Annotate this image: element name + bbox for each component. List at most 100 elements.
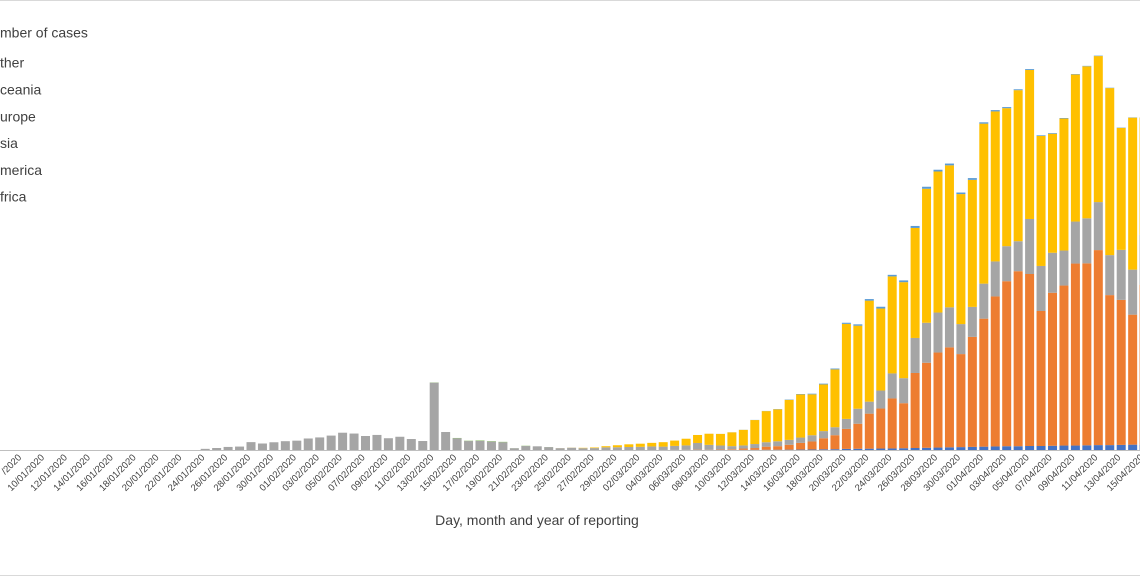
bar-segment xyxy=(990,110,1000,112)
bar-segment xyxy=(979,318,989,447)
bar-segment xyxy=(1105,255,1115,296)
bar-segment xyxy=(1002,246,1012,282)
bar-segment xyxy=(1002,446,1012,450)
bar-segment xyxy=(1059,285,1069,446)
bar-segment xyxy=(922,447,932,450)
bar-segment xyxy=(819,383,828,385)
bar-segment xyxy=(738,445,748,449)
bar-segment xyxy=(933,171,943,313)
bar-segment xyxy=(590,448,599,450)
bar-segment xyxy=(567,447,577,450)
bar-segment xyxy=(670,445,680,450)
bar-segment xyxy=(979,446,989,450)
bar-segment xyxy=(372,434,382,450)
bar-segment xyxy=(544,447,554,450)
bar-segment xyxy=(1116,444,1126,450)
bar-segment xyxy=(1048,133,1057,134)
bar-segment xyxy=(819,431,828,439)
bar-segment xyxy=(418,441,428,450)
bar-segment xyxy=(521,446,531,450)
bar-segment xyxy=(1093,202,1103,251)
bar-segment xyxy=(876,408,886,449)
bar-segment xyxy=(1025,274,1035,446)
bar-segment xyxy=(922,188,932,323)
bar-segment xyxy=(796,394,806,438)
bar-segment xyxy=(1128,314,1138,445)
bar-segment xyxy=(807,393,817,395)
legend-label: ceania xyxy=(0,82,41,98)
bar-segment xyxy=(922,362,932,448)
bar-segment xyxy=(1036,135,1046,136)
bar-segment xyxy=(406,439,416,450)
bar-segment xyxy=(853,324,863,326)
bar-segment xyxy=(876,448,886,450)
bar-segment xyxy=(910,227,920,338)
bar-segment xyxy=(933,447,943,450)
bar-segment xyxy=(841,448,851,450)
bar-segment xyxy=(864,448,874,450)
bar-segment xyxy=(864,300,874,402)
bar-segment xyxy=(704,444,714,450)
bar-segment xyxy=(956,192,966,195)
bar-segment xyxy=(784,444,794,450)
bar-segment xyxy=(887,448,897,450)
bar-segment xyxy=(738,429,748,446)
bar-segment xyxy=(1070,263,1080,446)
bar-segment xyxy=(899,448,909,450)
bar-segment xyxy=(944,447,954,450)
bar-segment xyxy=(429,382,439,450)
bar-segment xyxy=(1059,118,1069,119)
bar-segment xyxy=(1025,69,1035,70)
bar-segment xyxy=(715,433,725,446)
legend-label: merica xyxy=(0,162,42,178)
bar-segment xyxy=(773,446,783,450)
bar-segment xyxy=(944,163,954,166)
bar-segment xyxy=(761,442,771,447)
bar-segment xyxy=(887,398,897,449)
legend-label: frica xyxy=(0,189,27,205)
bar-segment xyxy=(1105,445,1115,450)
bar-segment xyxy=(910,337,920,373)
bar-segment xyxy=(979,123,989,284)
bar-segment xyxy=(979,283,989,319)
bar-segment xyxy=(887,274,897,277)
bar-segment xyxy=(830,368,840,370)
bar-segment xyxy=(750,448,760,450)
bar-segment xyxy=(658,442,668,447)
legend-title: mber of cases xyxy=(0,25,88,41)
bar-segment xyxy=(1093,250,1103,446)
bar-segment xyxy=(1013,90,1023,242)
bar-segment xyxy=(864,401,874,414)
bar-segment xyxy=(784,439,794,445)
bar-segment xyxy=(658,446,668,450)
bar-segment xyxy=(819,384,828,432)
bar-segment xyxy=(933,352,943,448)
bar-segment xyxy=(1082,263,1092,446)
bar-segment xyxy=(1059,445,1069,450)
bar-segment xyxy=(841,428,851,449)
bar-segment xyxy=(1070,445,1080,450)
bar-segment xyxy=(727,446,737,450)
bar-segment xyxy=(326,435,336,450)
bar-segment xyxy=(1025,69,1035,219)
bar-segment xyxy=(280,441,290,450)
x-axis-label: Day, month and year of reporting xyxy=(435,512,639,528)
bar-segment xyxy=(612,445,622,448)
bar-segment xyxy=(1059,118,1069,251)
bar-segment xyxy=(715,445,725,450)
bar-segment xyxy=(1082,445,1092,450)
bar-segment xyxy=(876,308,886,391)
bar-segment xyxy=(727,449,737,450)
bar-segment xyxy=(761,411,771,443)
bar-segment xyxy=(864,413,874,449)
bar-segment xyxy=(486,441,496,450)
bar-segment xyxy=(910,372,920,448)
bar-segment xyxy=(1128,444,1138,450)
bar-segment xyxy=(624,446,634,450)
bar-segment xyxy=(693,442,703,450)
bar-segment xyxy=(990,446,1000,450)
bar-segment xyxy=(1116,127,1126,250)
bar-segment xyxy=(693,434,703,443)
bar-segment xyxy=(1036,446,1046,450)
